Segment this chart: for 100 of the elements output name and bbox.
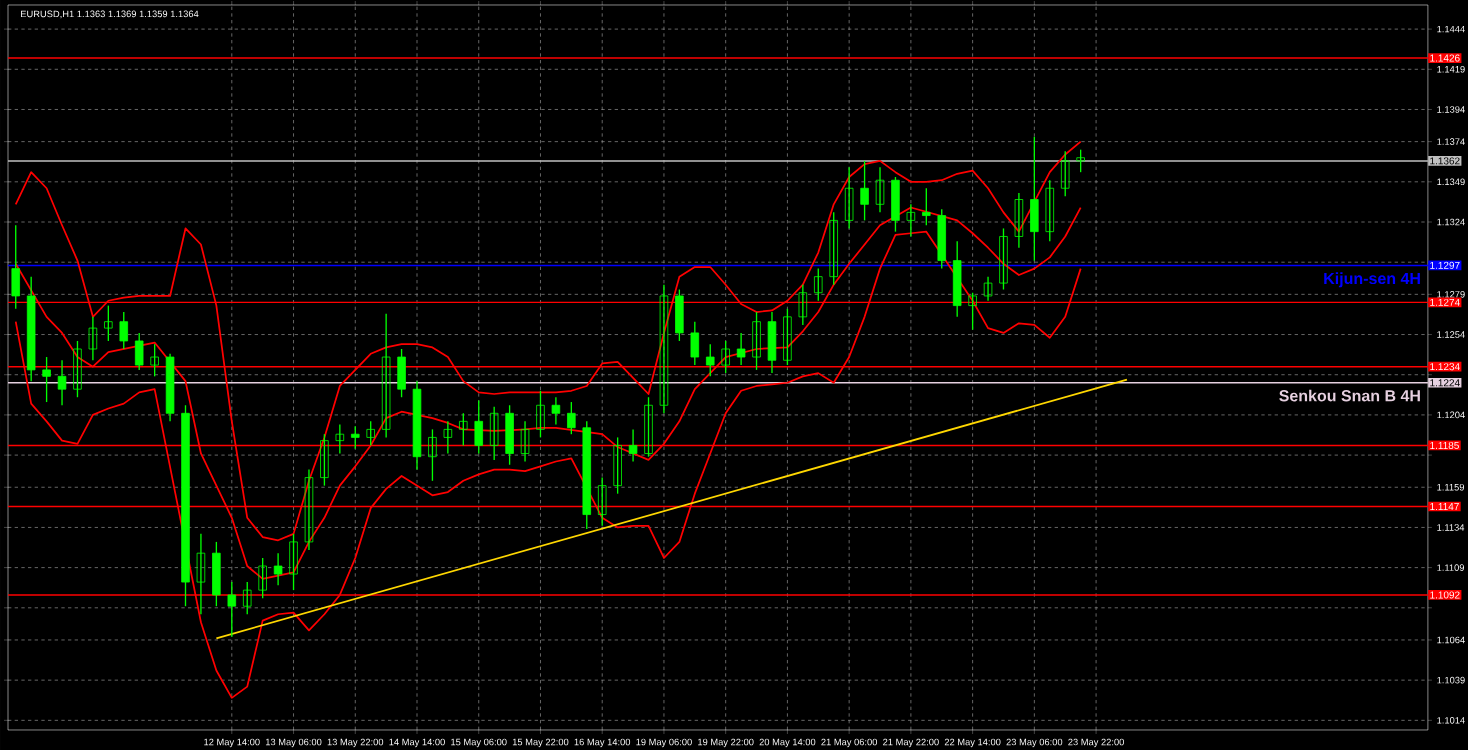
x-tick-label: 15 May 22:00	[512, 738, 569, 748]
candlestick	[181, 404, 190, 607]
candlestick	[366, 420, 375, 447]
candlestick	[320, 433, 329, 487]
candlestick	[675, 288, 684, 342]
candlestick	[212, 541, 221, 607]
ref-line-label: 1.1224	[1430, 379, 1460, 387]
candlestick	[783, 308, 792, 366]
candlestick	[412, 380, 422, 471]
candlestick	[567, 401, 576, 435]
candlestick	[798, 284, 808, 326]
candlestick	[752, 311, 761, 371]
candlestick	[520, 420, 530, 463]
candlestick	[443, 420, 453, 455]
candlestick	[273, 552, 283, 586]
candlestick	[906, 203, 916, 238]
x-tick-label: 16 May 14:00	[574, 738, 631, 748]
candlestick	[26, 275, 36, 382]
y-tick-label: 1.1134	[1437, 524, 1465, 531]
y-tick-label: 1.1374	[1437, 138, 1465, 145]
candlestick	[659, 284, 669, 414]
x-tick-label: 23 May 22:00	[1068, 738, 1124, 748]
candlestick	[582, 420, 592, 530]
candlestick	[721, 340, 730, 374]
candlestick	[860, 160, 869, 222]
annotation: Kijun-sen 4H	[1324, 272, 1420, 288]
y-tick-label: 1.1014	[1437, 717, 1465, 724]
x-tick-label: 12 May 14:00	[204, 738, 260, 748]
candlestick	[952, 240, 962, 318]
candlestick	[983, 275, 993, 302]
text: EURUSD,H1 1.1363 1.1369 1.1359 1.1364	[21, 10, 199, 19]
candlestick	[814, 267, 823, 302]
y-tick-label: 1.1444	[1437, 25, 1465, 33]
candlestick	[351, 425, 360, 450]
candlestick	[304, 468, 314, 551]
y-tick-label: 1.1394	[1437, 106, 1465, 113]
ref-line-label: 1.1147	[1430, 503, 1459, 510]
y-tick-label: 1.1204	[1437, 411, 1465, 419]
y-tick-label: 1.1349	[1437, 178, 1465, 186]
x-tick-label: 21 May 06:00	[821, 738, 878, 748]
y-tick-label: 1.1064	[1437, 636, 1465, 644]
ref-line-label: 1.1426	[1430, 54, 1460, 62]
candlestick	[968, 292, 977, 331]
candlestick	[227, 581, 237, 638]
x-tick-label: 13 May 22:00	[327, 738, 384, 748]
candlestick	[597, 476, 607, 527]
candlestick	[875, 166, 885, 214]
candlestick	[736, 332, 746, 366]
ref-line-label: 1.1185	[1430, 441, 1459, 449]
annotation: Senkou Snan B 4H	[1279, 389, 1420, 402]
x-tick-label: 14 May 14:00	[389, 738, 445, 748]
ref-line-label: 1.1092	[1430, 591, 1460, 599]
candlestick	[1060, 150, 1070, 197]
y-tick-label: 1.1279	[1437, 291, 1465, 298]
candlestick	[829, 211, 838, 286]
x-tick-label: 23 May 06:00	[1006, 738, 1063, 748]
ref-line-label: 1.1297	[1430, 261, 1460, 269]
x-tick-label: 19 May 06:00	[636, 738, 692, 748]
candlestick	[11, 224, 20, 310]
candlestick	[42, 356, 51, 403]
candlestick	[1076, 149, 1085, 173]
candlestick	[844, 166, 854, 230]
candlestick	[1030, 136, 1039, 262]
candlestick	[428, 428, 437, 482]
candlestick	[119, 311, 129, 350]
candlestick	[397, 348, 406, 398]
y-tick-label: 1.1159	[1437, 483, 1465, 491]
candlestick	[196, 533, 206, 615]
candlestick	[505, 404, 514, 466]
candlestick	[474, 399, 483, 455]
candlestick	[258, 557, 267, 599]
candlestick	[459, 412, 468, 447]
candlestick	[134, 332, 144, 371]
x-tick-label: 20 May 14:00	[759, 738, 816, 748]
candlestick	[381, 312, 391, 439]
y-tick-label: 1.1419	[1437, 66, 1465, 73]
x-tick-label: 13 May 06:00	[265, 738, 322, 748]
x-tick-label: 15 May 06:00	[451, 738, 507, 748]
x-tick-label: 21 May 22:00	[883, 738, 939, 748]
x-tick-label: 22 May 14:00	[944, 738, 1001, 748]
candlestick	[489, 406, 499, 461]
candlestick	[335, 423, 345, 455]
y-tick-label: 1.1109	[1437, 564, 1465, 571]
y-tick-label: 1.1324	[1437, 218, 1465, 226]
candlestick	[289, 533, 298, 591]
candlestick	[536, 390, 545, 439]
ref-line-label: 1.1234	[1430, 363, 1460, 371]
candlestick	[922, 187, 931, 226]
ref-line-label: 1.1274	[1430, 298, 1460, 306]
candlestick	[644, 396, 653, 458]
candlestick	[73, 340, 82, 398]
y-tick-label: 1.1039	[1437, 676, 1465, 684]
candlestick	[150, 343, 159, 377]
candlestick	[613, 436, 622, 495]
candlestick	[1045, 179, 1055, 242]
candlestick	[104, 304, 113, 342]
candlestick	[242, 581, 252, 615]
y-tick-label: 1.1254	[1437, 331, 1465, 338]
x-tick-label: 19 May 22:00	[698, 738, 754, 748]
candlestick	[705, 343, 715, 377]
